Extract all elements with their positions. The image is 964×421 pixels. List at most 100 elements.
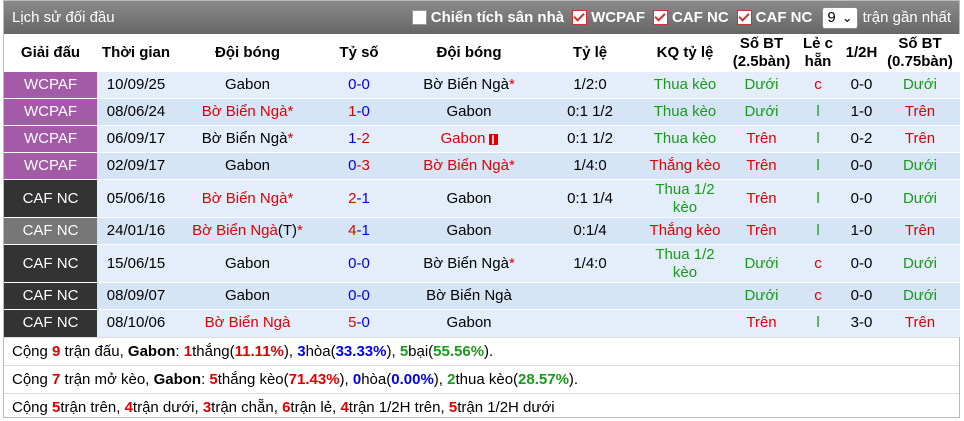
handicap-result: Thắng kèo (640, 217, 730, 245)
odd-even: l (793, 309, 843, 337)
date: 10/09/25 (97, 71, 175, 99)
odd-even: l (793, 125, 843, 153)
score: 0‑0 (320, 282, 398, 310)
summary-text: trận lẻ, (290, 398, 341, 416)
team-name: Gabon (446, 189, 492, 207)
team: Bờ Biển Ngà* (175, 98, 320, 126)
summary-text: trận mở kèo, (60, 370, 154, 388)
count-label: trận gần nhất (862, 9, 951, 26)
team-name: Bờ Biển Ngà (201, 103, 288, 120)
team-name: Gabon (440, 130, 486, 147)
summary-text: trận chẵn, (211, 398, 283, 416)
over-under: Dưới (730, 98, 793, 126)
score: 1‑0 (320, 98, 398, 126)
summary-text: ), (339, 370, 353, 388)
summary-text: hòa( (361, 370, 392, 388)
summary-text: 33.33% (335, 342, 387, 360)
summary-line: Cộng 9 trận đấu, Gabon: 1thắng(11.11%), … (4, 336, 959, 365)
summary-text: : (201, 370, 210, 388)
over-under: Trên (730, 179, 793, 218)
odd-even: c (793, 282, 843, 310)
home-goals: 0 (348, 76, 357, 93)
column-header: Giải đấu (4, 34, 97, 72)
column-header: Số BT (2.5bàn) (730, 34, 793, 72)
odds-value: 1/4:0 (573, 157, 607, 174)
summary-text: trận 1/2H dưới (457, 398, 555, 416)
over-under: Trên (730, 217, 793, 245)
date: 06/09/17 (97, 125, 175, 153)
away-goals: 0 (361, 314, 370, 332)
away-goals: 1 (361, 222, 370, 239)
team: Bờ Biển Ngà (398, 282, 540, 310)
column-header: Tỷ số (320, 34, 398, 72)
odd-even: l (793, 217, 843, 245)
home-goals: 0 (348, 157, 357, 174)
over-under: Dưới (730, 71, 793, 99)
row: CAF NC 24/01/16 Bờ Biển Ngà(T)* 4‑1 Gabon 0:1… (4, 217, 960, 245)
team: Bờ Biển Ngà* (398, 244, 540, 283)
red-card-icon: ❙ (488, 134, 498, 145)
team: Gabon (398, 98, 540, 126)
column-header: Tỷ lệ (540, 34, 640, 72)
row: WCPAF 02/09/17 Gabon 0‑3 Bờ Biển Ngà* 1/4:0 Th… (4, 152, 960, 180)
result-text: Thắng kèo (649, 222, 721, 239)
row: CAF NC 15/06/15 Gabon 0‑0 Bờ Biển Ngà* 1/4:0 T… (4, 244, 960, 283)
checkbox[interactable] (736, 10, 752, 25)
filter[interactable]: WCPAF (572, 9, 645, 26)
title: Lịch sử đối đầu (12, 9, 115, 26)
checkbox[interactable] (572, 10, 588, 25)
filter-label: Chiến tích sân nhà (430, 9, 565, 26)
odd-even: l (793, 152, 843, 180)
row: CAF NC 08/10/06 Bờ Biển Ngà 5‑0 Gabon Trên l 3-… (4, 309, 960, 337)
team-mark: * (287, 130, 294, 147)
team-name: Gabon (446, 314, 492, 332)
score: 1‑2 (320, 125, 398, 153)
header: Lịch sử đối đầu Chiến tích sân nhà WCPAF… (4, 1, 959, 34)
over-under-half: Dưới (880, 152, 960, 180)
team-name: Gabon (446, 222, 492, 239)
team: Bờ Biển Ngà (175, 309, 320, 337)
home-goals: 4 (348, 222, 357, 239)
result-text: Thua kèo (653, 103, 717, 120)
filter[interactable]: CAF NC (653, 9, 729, 26)
summary-text: ), (386, 342, 400, 360)
league: CAF NC (4, 179, 97, 218)
team-name: Gabon (224, 254, 271, 272)
summary-text: bại( (408, 342, 434, 360)
result-text: Thua 1/2 kèo (655, 245, 715, 281)
date: 24/01/16 (97, 217, 175, 245)
odds: 1/4:0 (540, 244, 640, 283)
over-under: Dưới (730, 282, 793, 310)
team-name: Bờ Biển Ngà (192, 222, 278, 239)
team-name: Bờ Biển Ngà (426, 287, 512, 304)
summary-text: 3 (202, 398, 212, 416)
filter[interactable]: CAF NC (736, 9, 812, 26)
league: WCPAF (4, 152, 97, 180)
league: CAF NC (4, 309, 97, 337)
away-goals: 3 (361, 157, 370, 174)
table: Giải đấu Thời gian Đội bóng Tỷ số Đội bóng Tỷ… (4, 34, 960, 337)
over-under-half: Trên (880, 309, 960, 337)
checkbox[interactable] (653, 10, 668, 25)
summary-text: Cộng (12, 370, 53, 388)
summary-text: 55.56% (433, 342, 485, 360)
result-text: Thua 1/2 kèo (655, 180, 715, 216)
checkbox[interactable] (411, 10, 427, 25)
date: 08/09/07 (97, 282, 175, 310)
team: Bờ Biển Ngà* (398, 71, 540, 99)
score: 5‑0 (320, 309, 398, 337)
handicap-result: Thua kèo (640, 71, 730, 99)
score: 0‑0 (320, 71, 398, 99)
score-sep: ‑ (356, 103, 362, 120)
count-select[interactable]: 9 (822, 6, 858, 29)
summary-text: 7 (52, 370, 61, 388)
team-name: Bờ Biển Ngà (201, 130, 288, 147)
date: 05/06/16 (97, 179, 175, 218)
odds-value: 1/2:0 (573, 76, 607, 93)
summary-line: Cộng 7 trận mở kèo, Gabon: 5thắng kèo(71… (4, 364, 959, 393)
filter[interactable]: Chiến tích sân nhà (411, 9, 565, 26)
half-score: 0-0 (843, 152, 880, 180)
odds: 0:1/4 (540, 217, 640, 245)
summary-text: Cộng (12, 342, 53, 360)
team-name: Gabon (224, 76, 271, 93)
